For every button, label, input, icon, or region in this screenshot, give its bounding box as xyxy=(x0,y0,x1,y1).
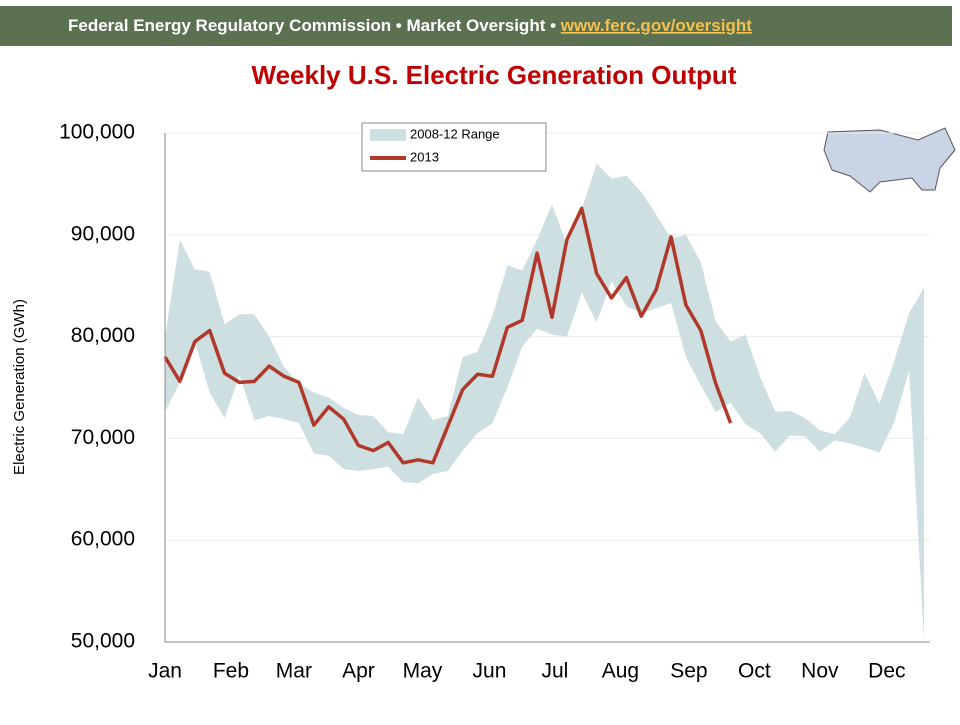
y-tick-label: 60,000 xyxy=(71,528,135,551)
x-tick-label: Oct xyxy=(738,660,771,683)
chart-title: Weekly U.S. Electric Generation Output xyxy=(252,60,737,90)
y-tick-label: 80,000 xyxy=(71,324,135,347)
legend-label: 2013 xyxy=(410,149,439,164)
y-tick-label: 50,000 xyxy=(71,630,135,653)
header-link[interactable]: www.ferc.gov/oversight xyxy=(560,16,752,35)
legend-swatch xyxy=(370,129,406,141)
header-text: Federal Energy Regulatory Commission • M… xyxy=(68,16,752,35)
x-tick-label: Feb xyxy=(213,660,249,683)
line-series xyxy=(163,206,733,465)
range-band xyxy=(165,163,925,643)
header-label: Federal Energy Regulatory Commission • M… xyxy=(68,16,561,35)
legend: 2008-12 Range 2013 xyxy=(361,122,547,172)
x-tick-label: Sep xyxy=(670,660,707,683)
y-tick-label: 100,000 xyxy=(59,121,135,144)
x-tick-label: Aug xyxy=(602,660,639,683)
x-tick-label: Jun xyxy=(473,660,507,683)
y-tick-label: 70,000 xyxy=(71,426,135,449)
x-tick-label: Apr xyxy=(342,660,375,683)
y-tick-label: 90,000 xyxy=(71,222,135,245)
x-tick-label: Dec xyxy=(868,660,905,683)
y-axis-label: Electric Generation (GWh) xyxy=(11,299,28,475)
x-tick-label: Nov xyxy=(801,660,839,683)
header-banner xyxy=(0,6,952,46)
legend-label: 2008-12 Range xyxy=(410,126,500,141)
x-tick-label: Jan xyxy=(148,660,182,683)
x-tick-label: Jul xyxy=(542,660,569,683)
x-tick-label: May xyxy=(403,660,443,683)
us-map-icon xyxy=(823,127,956,193)
x-tick-label: Mar xyxy=(276,660,312,683)
